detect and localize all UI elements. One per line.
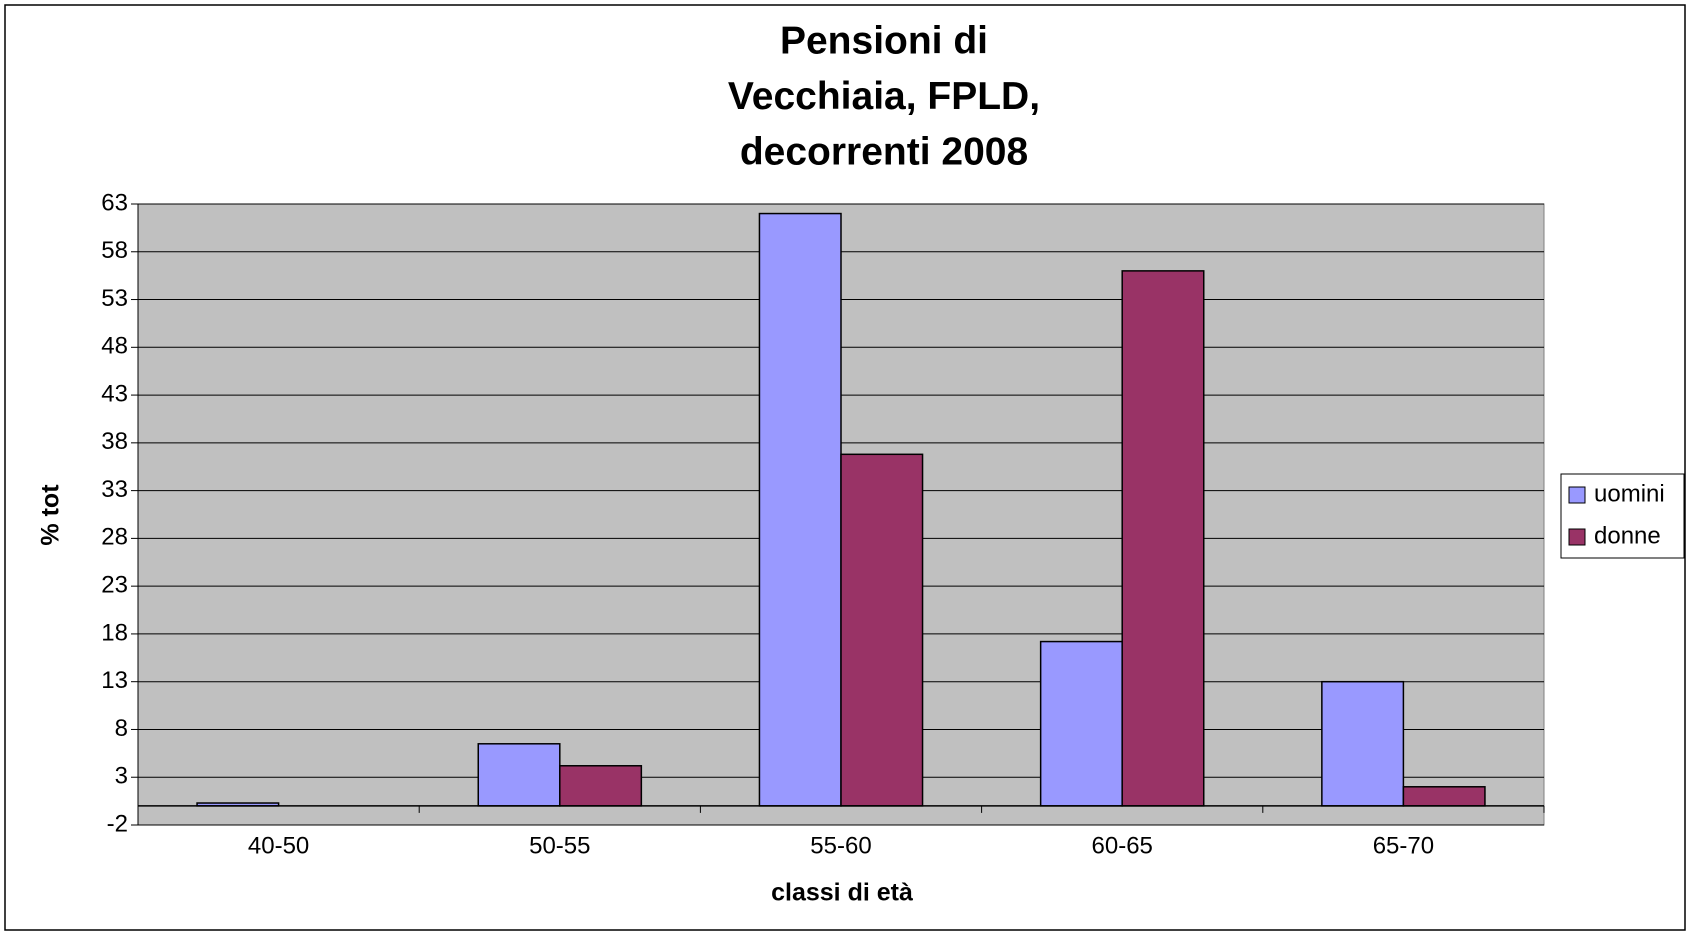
bar [758, 212, 842, 807]
x-tick-label: 60-65 [1092, 832, 1153, 859]
x-tick-label: 55-60 [810, 832, 871, 859]
chart-title: decorrenti 2008 [740, 130, 1028, 173]
x-tick-label: 40-50 [248, 832, 309, 859]
y-tick-label: 23 [101, 571, 128, 598]
y-tick-label: 38 [101, 428, 128, 455]
bar [1039, 640, 1123, 807]
legend-label: donne [1594, 522, 1661, 549]
y-tick-label: 28 [101, 524, 128, 551]
bar [477, 743, 561, 807]
legend-swatch [1568, 486, 1586, 504]
x-tick-label: 50-55 [529, 832, 590, 859]
y-tick-label: 33 [101, 476, 128, 503]
y-tick-label: 53 [101, 285, 128, 312]
y-tick-label: 18 [101, 619, 128, 646]
bar [1121, 270, 1205, 807]
y-tick-label: 13 [101, 667, 128, 694]
y-tick-label: 48 [101, 333, 128, 360]
legend-label: uomini [1594, 480, 1665, 507]
y-tick-label: 3 [115, 763, 128, 790]
bar [840, 453, 924, 807]
y-tick-label: 58 [101, 237, 128, 264]
y-tick-label: 63 [101, 189, 128, 216]
y-tick-label: 8 [115, 715, 128, 742]
chart-title: Pensioni di [780, 19, 988, 62]
y-tick-label: -2 [107, 810, 128, 837]
bar [559, 765, 643, 807]
bar [1321, 680, 1405, 807]
x-tick-label: 65-70 [1373, 832, 1434, 859]
bar [1402, 786, 1486, 807]
x-axis-label: classi di età [771, 879, 913, 907]
y-axis-label: % tot [37, 484, 65, 546]
chart-title: Vecchiaia, FPLD, [728, 75, 1040, 118]
legend-swatch [1568, 528, 1586, 546]
y-tick-label: 43 [101, 380, 128, 407]
